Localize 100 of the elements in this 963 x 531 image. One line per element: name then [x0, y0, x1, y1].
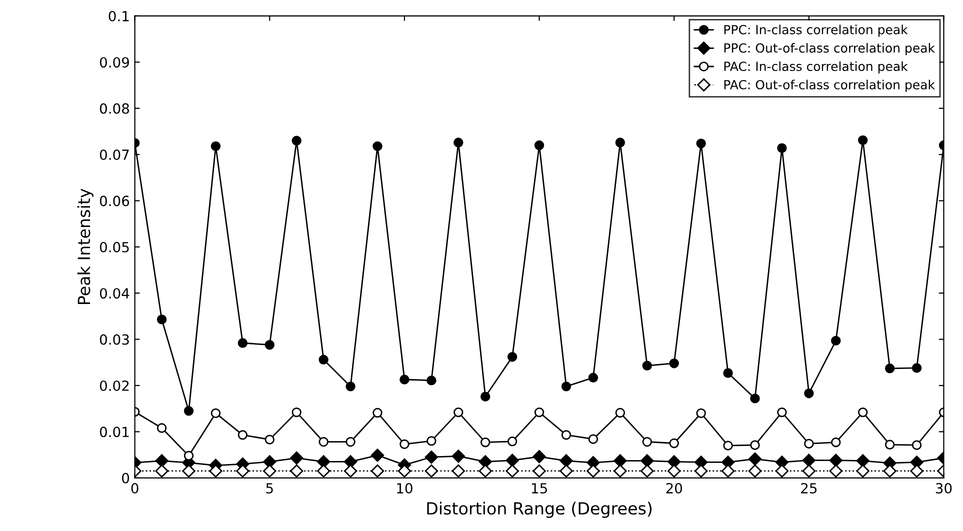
y-tick-label: 0.02 [100, 380, 129, 391]
point [777, 407, 787, 418]
point [184, 450, 194, 461]
point [588, 434, 598, 444]
point [290, 451, 304, 465]
point [615, 138, 626, 148]
point [669, 358, 679, 368]
point [586, 464, 600, 478]
point [424, 450, 438, 464]
point [723, 368, 733, 378]
point [668, 464, 681, 478]
point [292, 136, 302, 146]
point [344, 464, 358, 478]
point [802, 464, 816, 478]
point [884, 364, 895, 374]
x-tick-label: 10 [397, 483, 412, 494]
point [210, 408, 221, 418]
point [209, 464, 222, 478]
point [721, 464, 735, 478]
point [694, 464, 708, 478]
y-tick-label: 0.04 [100, 288, 130, 299]
point [696, 408, 706, 418]
legend-label: PAC: In-class correlation peak [724, 61, 908, 74]
point [263, 464, 276, 478]
point [858, 135, 868, 146]
point [532, 450, 546, 464]
point [372, 141, 382, 152]
y-tick-label: 0.08 [100, 103, 130, 114]
y-tick-label: 0 [122, 472, 130, 484]
point [534, 140, 544, 150]
legend-label: PPC: In-class correlation peak [724, 24, 908, 37]
x-tick-label: 5 [266, 483, 273, 494]
point [370, 448, 384, 462]
point [642, 437, 652, 447]
y-tick-label: 0.03 [100, 334, 129, 345]
point [480, 392, 490, 402]
point [775, 464, 789, 478]
point [748, 464, 762, 478]
x-tick-label: 30 [936, 483, 952, 494]
y-tick-label: 0.05 [100, 242, 129, 252]
point [424, 464, 438, 478]
point [318, 437, 328, 447]
point [346, 437, 356, 447]
point [910, 464, 924, 478]
point [426, 376, 436, 386]
point [750, 394, 760, 404]
point [804, 388, 814, 398]
legend-label: PAC: Out-of-class correlation peak [724, 80, 935, 92]
point [802, 454, 816, 467]
y-tick-label: 0.09 [100, 57, 129, 68]
y-tick-label: 0.06 [100, 196, 130, 206]
point [372, 408, 382, 418]
point [858, 407, 868, 418]
point [346, 382, 356, 392]
x-axis-title: Distortion Range (Degrees) [427, 502, 652, 518]
point [532, 464, 546, 478]
x-tick-label: 20 [666, 483, 682, 494]
point [452, 464, 465, 478]
point [883, 464, 896, 478]
point [614, 464, 627, 478]
point [912, 363, 922, 373]
point [506, 454, 519, 467]
point [668, 455, 681, 468]
point [856, 454, 870, 468]
y-tick-label: 0.1 [108, 10, 129, 22]
x-tick-label: 15 [532, 483, 547, 494]
point [696, 138, 706, 148]
point [318, 354, 328, 364]
point [210, 141, 221, 152]
point [454, 138, 464, 148]
point [452, 450, 465, 463]
point [155, 464, 168, 478]
point [831, 437, 841, 448]
point [614, 454, 627, 468]
point [694, 456, 708, 469]
point [454, 407, 464, 418]
point [156, 314, 167, 324]
point [184, 406, 194, 416]
point [400, 439, 410, 450]
point [561, 430, 572, 440]
point [507, 352, 518, 362]
point [316, 455, 330, 468]
legend-label: PPC: Out-of-class correlation peak [724, 43, 935, 56]
point [777, 143, 787, 153]
point [615, 408, 626, 418]
point [400, 374, 410, 384]
point [182, 464, 196, 478]
point [640, 454, 654, 468]
point [561, 382, 572, 392]
point [640, 464, 654, 478]
point [534, 407, 544, 418]
x-tick-label: 25 [801, 483, 817, 494]
point [478, 464, 492, 478]
point [478, 455, 492, 468]
point [560, 464, 573, 478]
point [316, 464, 330, 478]
point [829, 454, 842, 467]
point [156, 423, 167, 433]
point [669, 438, 679, 448]
point [264, 434, 274, 444]
